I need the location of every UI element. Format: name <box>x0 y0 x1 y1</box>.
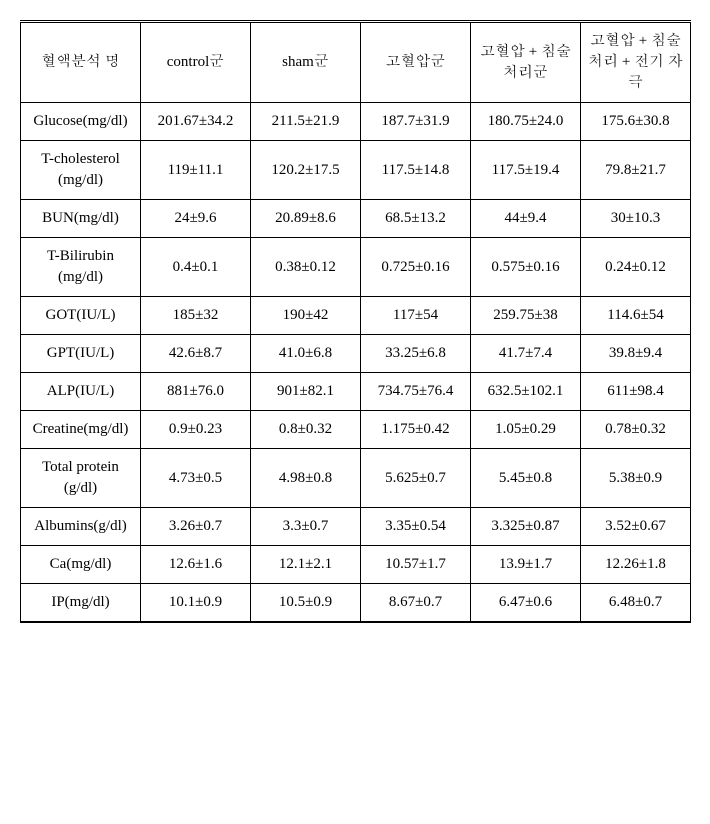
blood-analysis-table: 혈액분석 명 control군 sham군 고혈압군 고혈압 + 침술처리군 고… <box>20 20 691 623</box>
cell: 180.75±24.0 <box>471 103 581 141</box>
cell: 1.05±0.29 <box>471 411 581 449</box>
col-header: sham군 <box>251 22 361 103</box>
cell: 39.8±9.4 <box>581 335 691 373</box>
cell: 0.725±0.16 <box>361 238 471 297</box>
table-header-row: 혈액분석 명 control군 sham군 고혈압군 고혈압 + 침술처리군 고… <box>21 22 691 103</box>
cell: 175.6±30.8 <box>581 103 691 141</box>
cell: 734.75±76.4 <box>361 373 471 411</box>
row-label: Glucose(mg/dl) <box>21 103 141 141</box>
cell: 117.5±14.8 <box>361 141 471 200</box>
cell: 3.35±0.54 <box>361 508 471 546</box>
table-row: GPT(IU/L) 42.6±8.7 41.0±6.8 33.25±6.8 41… <box>21 335 691 373</box>
cell: 120.2±17.5 <box>251 141 361 200</box>
row-label: Total protein (g/dl) <box>21 449 141 508</box>
cell: 0.4±0.1 <box>141 238 251 297</box>
cell: 41.0±6.8 <box>251 335 361 373</box>
col-header: 고혈압 + 침술처리군 <box>471 22 581 103</box>
cell: 1.175±0.42 <box>361 411 471 449</box>
table-row: T-Bilirubin (mg/dl) 0.4±0.1 0.38±0.12 0.… <box>21 238 691 297</box>
row-label: T-cholesterol (mg/dl) <box>21 141 141 200</box>
cell: 3.325±0.87 <box>471 508 581 546</box>
cell: 3.3±0.7 <box>251 508 361 546</box>
cell: 0.78±0.32 <box>581 411 691 449</box>
col-header: 혈액분석 명 <box>21 22 141 103</box>
cell: 8.67±0.7 <box>361 584 471 623</box>
table-row: IP(mg/dl) 10.1±0.9 10.5±0.9 8.67±0.7 6.4… <box>21 584 691 623</box>
row-label: IP(mg/dl) <box>21 584 141 623</box>
cell: 259.75±38 <box>471 297 581 335</box>
cell: 881±76.0 <box>141 373 251 411</box>
cell: 4.98±0.8 <box>251 449 361 508</box>
cell: 33.25±6.8 <box>361 335 471 373</box>
cell: 20.89±8.6 <box>251 200 361 238</box>
cell: 41.7±7.4 <box>471 335 581 373</box>
cell: 12.6±1.6 <box>141 546 251 584</box>
cell: 6.47±0.6 <box>471 584 581 623</box>
cell: 117.5±19.4 <box>471 141 581 200</box>
row-label: GOT(IU/L) <box>21 297 141 335</box>
col-header: 고혈압군 <box>361 22 471 103</box>
cell: 190±42 <box>251 297 361 335</box>
cell: 10.1±0.9 <box>141 584 251 623</box>
cell: 42.6±8.7 <box>141 335 251 373</box>
cell: 0.24±0.12 <box>581 238 691 297</box>
cell: 119±11.1 <box>141 141 251 200</box>
cell: 0.38±0.12 <box>251 238 361 297</box>
row-label: Albumins(g/dl) <box>21 508 141 546</box>
row-label: ALP(IU/L) <box>21 373 141 411</box>
cell: 44±9.4 <box>471 200 581 238</box>
cell: 0.575±0.16 <box>471 238 581 297</box>
cell: 3.26±0.7 <box>141 508 251 546</box>
cell: 632.5±102.1 <box>471 373 581 411</box>
cell: 10.5±0.9 <box>251 584 361 623</box>
cell: 79.8±21.7 <box>581 141 691 200</box>
row-label: Ca(mg/dl) <box>21 546 141 584</box>
cell: 6.48±0.7 <box>581 584 691 623</box>
cell: 611±98.4 <box>581 373 691 411</box>
table-row: Albumins(g/dl) 3.26±0.7 3.3±0.7 3.35±0.5… <box>21 508 691 546</box>
cell: 13.9±1.7 <box>471 546 581 584</box>
cell: 68.5±13.2 <box>361 200 471 238</box>
cell: 201.67±34.2 <box>141 103 251 141</box>
cell: 10.57±1.7 <box>361 546 471 584</box>
table-row: GOT(IU/L) 185±32 190±42 117±54 259.75±38… <box>21 297 691 335</box>
row-label: GPT(IU/L) <box>21 335 141 373</box>
cell: 24±9.6 <box>141 200 251 238</box>
col-header: control군 <box>141 22 251 103</box>
cell: 187.7±31.9 <box>361 103 471 141</box>
cell: 4.73±0.5 <box>141 449 251 508</box>
cell: 0.8±0.32 <box>251 411 361 449</box>
cell: 5.38±0.9 <box>581 449 691 508</box>
cell: 5.45±0.8 <box>471 449 581 508</box>
table-body: Glucose(mg/dl) 201.67±34.2 211.5±21.9 18… <box>21 103 691 623</box>
table-row: BUN(mg/dl) 24±9.6 20.89±8.6 68.5±13.2 44… <box>21 200 691 238</box>
row-label: BUN(mg/dl) <box>21 200 141 238</box>
cell: 3.52±0.67 <box>581 508 691 546</box>
cell: 0.9±0.23 <box>141 411 251 449</box>
row-label: Creatine(mg/dl) <box>21 411 141 449</box>
cell: 901±82.1 <box>251 373 361 411</box>
cell: 12.26±1.8 <box>581 546 691 584</box>
cell: 5.625±0.7 <box>361 449 471 508</box>
cell: 211.5±21.9 <box>251 103 361 141</box>
cell: 117±54 <box>361 297 471 335</box>
row-label: T-Bilirubin (mg/dl) <box>21 238 141 297</box>
table-row: T-cholesterol (mg/dl) 119±11.1 120.2±17.… <box>21 141 691 200</box>
table-row: Total protein (g/dl) 4.73±0.5 4.98±0.8 5… <box>21 449 691 508</box>
cell: 185±32 <box>141 297 251 335</box>
table-row: ALP(IU/L) 881±76.0 901±82.1 734.75±76.4 … <box>21 373 691 411</box>
table-row: Glucose(mg/dl) 201.67±34.2 211.5±21.9 18… <box>21 103 691 141</box>
cell: 30±10.3 <box>581 200 691 238</box>
cell: 12.1±2.1 <box>251 546 361 584</box>
table-row: Ca(mg/dl) 12.6±1.6 12.1±2.1 10.57±1.7 13… <box>21 546 691 584</box>
cell: 114.6±54 <box>581 297 691 335</box>
table-row: Creatine(mg/dl) 0.9±0.23 0.8±0.32 1.175±… <box>21 411 691 449</box>
col-header: 고혈압 + 침술처리 + 전기 자극 <box>581 22 691 103</box>
